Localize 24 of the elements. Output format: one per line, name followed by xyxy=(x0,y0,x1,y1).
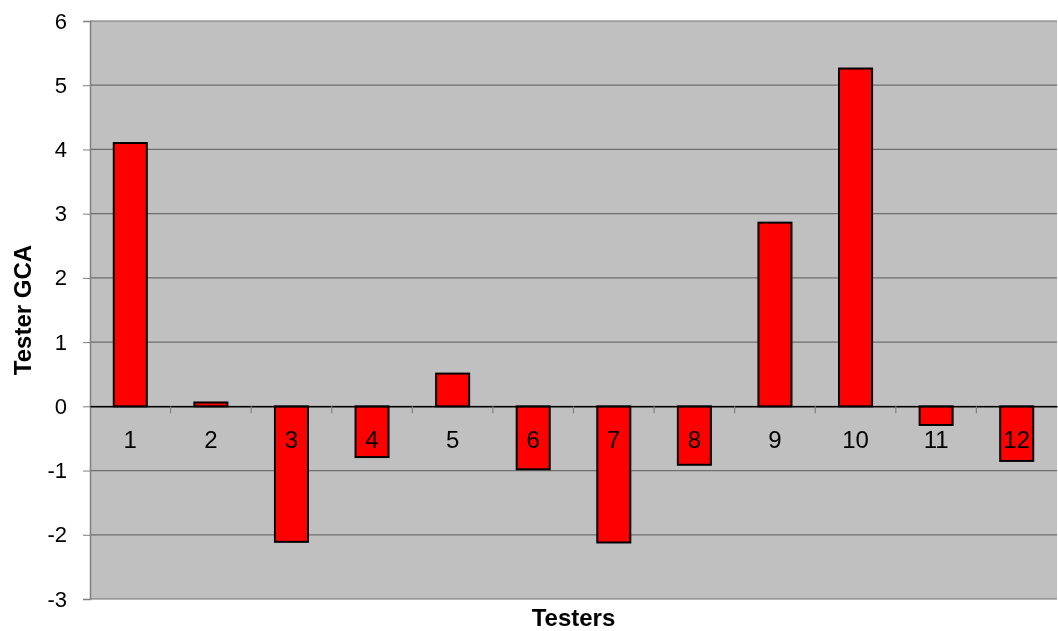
x-tick-label: 1 xyxy=(123,426,137,454)
x-tick-label: 10 xyxy=(842,426,869,454)
y-tick-label: 5 xyxy=(54,72,67,98)
y-tick-label: 1 xyxy=(54,329,67,355)
y-axis-title: Tester GCA xyxy=(9,244,36,376)
x-tick-label: 11 xyxy=(923,426,949,454)
x-tick-label: 8 xyxy=(687,426,702,454)
x-tick-label: 4 xyxy=(365,426,379,454)
y-tick-label: -3 xyxy=(47,586,67,612)
x-tick-label: 2 xyxy=(204,426,218,454)
y-tick-label: 4 xyxy=(54,136,67,162)
x-tick-label: 12 xyxy=(1003,426,1031,454)
y-tick-label: 3 xyxy=(54,201,67,227)
x-axis-title: Testers xyxy=(531,604,616,631)
x-tick-label: 5 xyxy=(445,426,460,454)
x-tick-label: 9 xyxy=(768,426,782,454)
y-tick-label: 2 xyxy=(54,265,67,291)
x-tick-label: 3 xyxy=(284,426,299,454)
y-tick-label: 6 xyxy=(54,8,67,34)
y-tick-label: -2 xyxy=(47,522,67,548)
y-tick-label: -1 xyxy=(47,458,67,484)
x-tick-label: 7 xyxy=(607,426,621,454)
x-tick-label: 6 xyxy=(526,426,540,454)
y-tick-label: 0 xyxy=(54,393,67,419)
